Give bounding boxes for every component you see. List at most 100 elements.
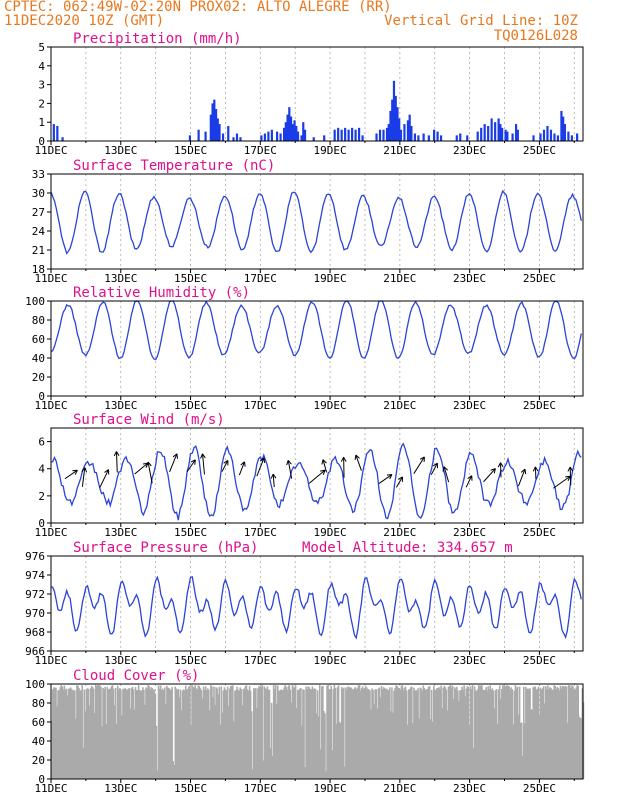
cloud-bar	[179, 689, 182, 779]
cloud-bar	[107, 689, 110, 779]
cloud-bar	[291, 685, 294, 779]
cloud-bar	[283, 687, 285, 779]
precip-bar	[385, 127, 389, 141]
header-station: CPTEC: 062:49W-02:20N PROX02: ALTO ALEGR…	[4, 0, 392, 15]
cloud-bar	[55, 687, 57, 779]
cloud-bar	[312, 688, 315, 779]
cloud-bar	[240, 688, 243, 779]
wind-arrow	[355, 454, 362, 471]
cloud-bar	[82, 747, 84, 779]
precip-bar	[204, 131, 207, 141]
panel-2: Surface Temperature (nC) 18 21 24 27 30 33 11DE…	[32, 158, 584, 285]
x-tick-label: 17DEC	[244, 782, 277, 795]
precip-bar	[394, 95, 397, 141]
cloud-bar	[419, 687, 421, 779]
cloud-bar	[510, 687, 513, 779]
panel-5: Surface Pressure (hPa) Model Altitude: 33…	[25, 540, 584, 667]
wind-arrow-head	[567, 466, 574, 472]
panel-title: Surface Temperature (nC)	[73, 158, 275, 174]
wind-arrow-head	[340, 456, 347, 462]
cloud-bar	[372, 689, 374, 779]
cloud-bar	[347, 686, 349, 779]
precip-bar	[239, 137, 242, 141]
cloud-bar	[192, 686, 194, 779]
cloud-bar	[124, 687, 126, 779]
precip-bar	[459, 133, 462, 141]
cloud-bar	[89, 688, 92, 779]
x-tick-label: 13DEC	[104, 526, 137, 539]
y-tick-label: 24	[32, 225, 46, 238]
cloud-bar	[350, 687, 352, 779]
cloud-bar	[162, 690, 165, 779]
panel-title: Surface Wind (m/s)	[73, 412, 225, 428]
cloud-bar	[165, 703, 167, 779]
wind-arrow-head	[397, 476, 404, 482]
cloud-bar	[413, 687, 415, 779]
cloud-bar	[490, 689, 493, 779]
cloud-bar	[170, 689, 172, 779]
wind-arrow	[186, 459, 196, 473]
cloud-bar	[543, 703, 546, 779]
cloud-bar	[430, 689, 433, 779]
cloud-bar	[569, 685, 571, 779]
cloud-bar	[244, 686, 247, 779]
cloud-bar	[371, 688, 373, 779]
cloud-bar	[442, 687, 445, 779]
cloud-bar	[499, 698, 502, 779]
wind-arrow	[413, 456, 425, 474]
cloud-bar	[351, 688, 353, 779]
precip-bar	[227, 125, 230, 141]
cloud-bar	[153, 689, 156, 779]
cloud-bar	[541, 688, 544, 779]
cloud-bar	[508, 686, 510, 779]
precip-bar	[232, 137, 235, 141]
cloud-bar	[70, 688, 73, 779]
cloud-bar	[474, 690, 477, 779]
cloud-bar	[58, 690, 60, 779]
cloud-bar	[369, 690, 371, 779]
precip-bar	[494, 122, 497, 141]
cloud-bar	[145, 687, 147, 779]
cloud-bar	[468, 726, 471, 779]
cloud-bar	[215, 687, 217, 779]
cloud-bar	[559, 685, 562, 779]
precip-bar	[413, 133, 417, 141]
wind-arrow	[395, 476, 403, 488]
precip-bar	[197, 129, 200, 141]
cloud-bar	[412, 723, 414, 779]
y-tick-label: 20	[32, 754, 45, 767]
precip-bar	[398, 118, 401, 141]
cloud-bar	[81, 685, 83, 779]
cloud-bar	[255, 687, 257, 779]
precip-bar	[576, 133, 579, 141]
cloud-bar	[507, 685, 509, 779]
cloud-bar	[270, 702, 273, 779]
cloud-bar	[458, 700, 460, 779]
x-tick-label: 11DEC	[34, 399, 67, 412]
cloud-bar	[277, 685, 279, 779]
cloud-bar	[271, 755, 274, 779]
cloud-bar	[416, 690, 418, 779]
wind-arrow-head	[223, 460, 229, 466]
cloud-bar	[502, 684, 504, 779]
cloud-bar	[87, 688, 90, 779]
x-tick-label: 17DEC	[244, 654, 277, 667]
precip-bar	[354, 129, 357, 141]
wind-arrow-head	[467, 475, 473, 481]
cloud-bar	[450, 687, 453, 779]
x-tick-label: 15DEC	[174, 526, 207, 539]
x-tick-label: 13DEC	[104, 654, 137, 667]
cloud-bar	[580, 718, 583, 779]
cloud-bar	[203, 689, 206, 779]
cloud-bar	[63, 685, 66, 779]
cloud-bar	[127, 688, 129, 779]
cloud-bar	[328, 689, 330, 779]
cloud-bar	[332, 689, 335, 779]
cloud-bar	[345, 687, 347, 779]
cloud-bar	[292, 686, 295, 779]
y-tick-label: 40	[32, 735, 45, 748]
series-line	[50, 442, 582, 521]
y-tick-label: 2	[38, 97, 45, 110]
cloud-bar	[487, 686, 490, 779]
x-tick-label: 15DEC	[174, 399, 207, 412]
